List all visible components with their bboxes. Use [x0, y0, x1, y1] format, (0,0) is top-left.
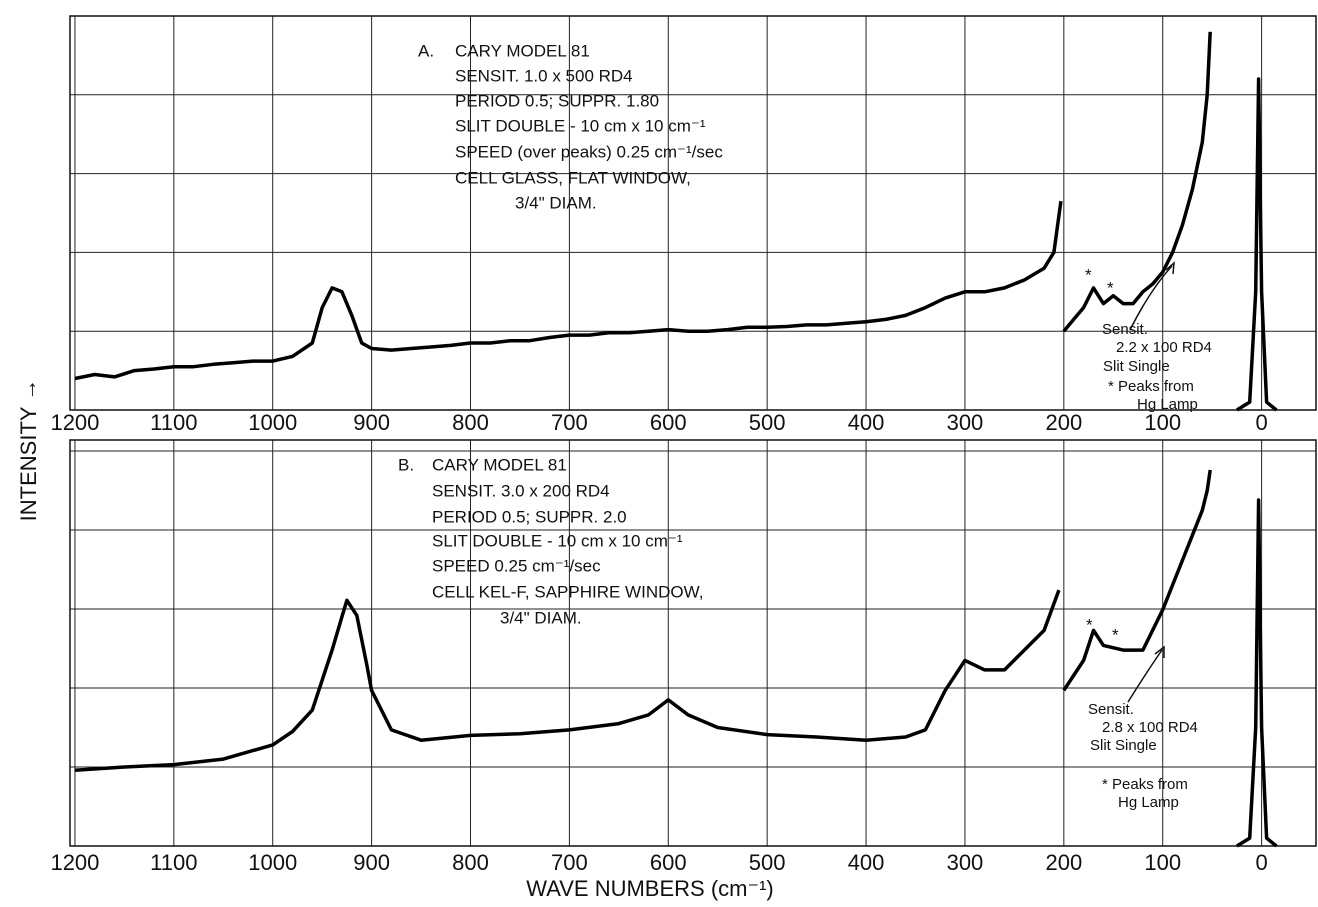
- annotation-line: CARY MODEL 81: [432, 455, 567, 474]
- annotation-line: SPEED (over peaks) 0.25 cm⁻¹/sec: [455, 142, 723, 161]
- annotation-line: 3/4" DIAM.: [500, 608, 582, 627]
- x-tick-label: 200: [1045, 850, 1082, 875]
- x-tick-label: 1200: [50, 410, 99, 435]
- annotation-a: A. CARY MODEL 81 SENSIT. 1.0 x 500 RD4 P…: [418, 41, 723, 212]
- x-tick-label: 500: [749, 410, 786, 435]
- spectrum-line: [74, 31, 1278, 412]
- x-tick-label: 900: [353, 410, 390, 435]
- annotation-line: CARY MODEL 81: [455, 41, 590, 60]
- x-tick-label: 700: [551, 850, 588, 875]
- side-note-line: * Peaks from: [1102, 776, 1188, 793]
- x-tick-label: 400: [848, 410, 885, 435]
- side-note-line: * Peaks from: [1108, 378, 1194, 395]
- x-tick-label: 200: [1045, 410, 1082, 435]
- annotation-line: SLIT DOUBLE - 10 cm x 10 cm⁻¹: [432, 531, 683, 550]
- x-tick-label: 1000: [248, 850, 297, 875]
- annotation-line: SLIT DOUBLE - 10 cm x 10 cm⁻¹: [455, 116, 706, 135]
- annotation-line: A.: [418, 41, 434, 60]
- peak-marker: *: [1112, 625, 1119, 644]
- arrow-head: [1154, 645, 1165, 658]
- plot-frame: [69, 15, 1317, 411]
- y-axis-label: INTENSITY →: [16, 379, 41, 522]
- x-tick-label: 300: [947, 410, 984, 435]
- x-tick-label: 900: [353, 850, 390, 875]
- x-tick-label: 300: [947, 850, 984, 875]
- x-tick-label: 100: [1144, 410, 1181, 435]
- annotation-line: B.: [398, 455, 414, 474]
- side-note-b: Sensit. 2.8 x 100 RD4 Slit Single * Peak…: [1086, 615, 1198, 810]
- x-axis-label: WAVE NUMBERS (cm⁻¹): [526, 876, 774, 901]
- peak-marker: *: [1086, 615, 1093, 634]
- x-tick-label: 500: [749, 850, 786, 875]
- x-tick-label: 1100: [150, 850, 197, 875]
- annotation-line: CELL KEL-F, SAPPHIRE WINDOW,: [432, 582, 703, 601]
- annotation-line: SENSIT. 3.0 x 200 RD4: [432, 481, 610, 500]
- annotation-line: 3/4" DIAM.: [515, 193, 597, 212]
- x-tick-label: 700: [551, 410, 588, 435]
- side-note-line: Hg Lamp: [1137, 396, 1198, 413]
- arrow: [1127, 649, 1163, 703]
- x-tick-label: 1200: [50, 850, 99, 875]
- x-tick-label: 400: [848, 850, 885, 875]
- annotation-line: SPEED 0.25 cm⁻¹/sec: [432, 556, 601, 575]
- x-tick-label: 1100: [150, 410, 197, 435]
- x-tick-label: 0: [1255, 850, 1267, 875]
- plot-frame: [69, 439, 1317, 847]
- side-note-line: Sensit.: [1088, 701, 1134, 718]
- peak-marker: *: [1107, 278, 1114, 297]
- peak-marker: *: [1085, 265, 1092, 284]
- spectrum-line: [74, 469, 1278, 848]
- side-note-line: Slit Single: [1090, 737, 1157, 754]
- side-note-line: Hg Lamp: [1118, 794, 1179, 811]
- side-note-line: Sensit.: [1102, 321, 1148, 338]
- side-note-line: 2.8 x 100 RD4: [1102, 719, 1198, 736]
- arrow: [1129, 265, 1173, 331]
- panel: 1200 1100 1000 900 800 700 600 500 400 300 200 100 0: [50, 15, 1317, 435]
- x-tick-label: 600: [650, 410, 687, 435]
- x-tick-label: 0: [1255, 410, 1267, 435]
- annotation-line: CELL GLASS, FLAT WINDOW,: [455, 168, 691, 187]
- side-note-line: Slit Single: [1103, 358, 1170, 375]
- x-tick-label: 100: [1144, 850, 1181, 875]
- x-tick-label: 800: [452, 410, 489, 435]
- x-tick-label: 1000: [248, 410, 297, 435]
- annotation-b: B. CARY MODEL 81 SENSIT. 3.0 x 200 RD4 P…: [398, 455, 703, 627]
- side-note-line: 2.2 x 100 RD4: [1116, 339, 1212, 356]
- arrow-head: [1165, 261, 1175, 275]
- side-note-a: Sensit. 2.2 x 100 RD4 Slit Single * Peak…: [1085, 261, 1212, 413]
- annotation-line: PERIOD 0.5; SUPPR. 1.80: [455, 91, 659, 110]
- panel: 1200 1100 1000 900 800 700 600 500 400 300 200 100 0: [50, 439, 1317, 875]
- annotation-line: SENSIT. 1.0 x 500 RD4: [455, 66, 633, 85]
- annotation-line: PERIOD 0.5; SUPPR. 2.0: [432, 507, 627, 526]
- x-tick-label: 600: [650, 850, 687, 875]
- x-tick-label: 800: [452, 850, 489, 875]
